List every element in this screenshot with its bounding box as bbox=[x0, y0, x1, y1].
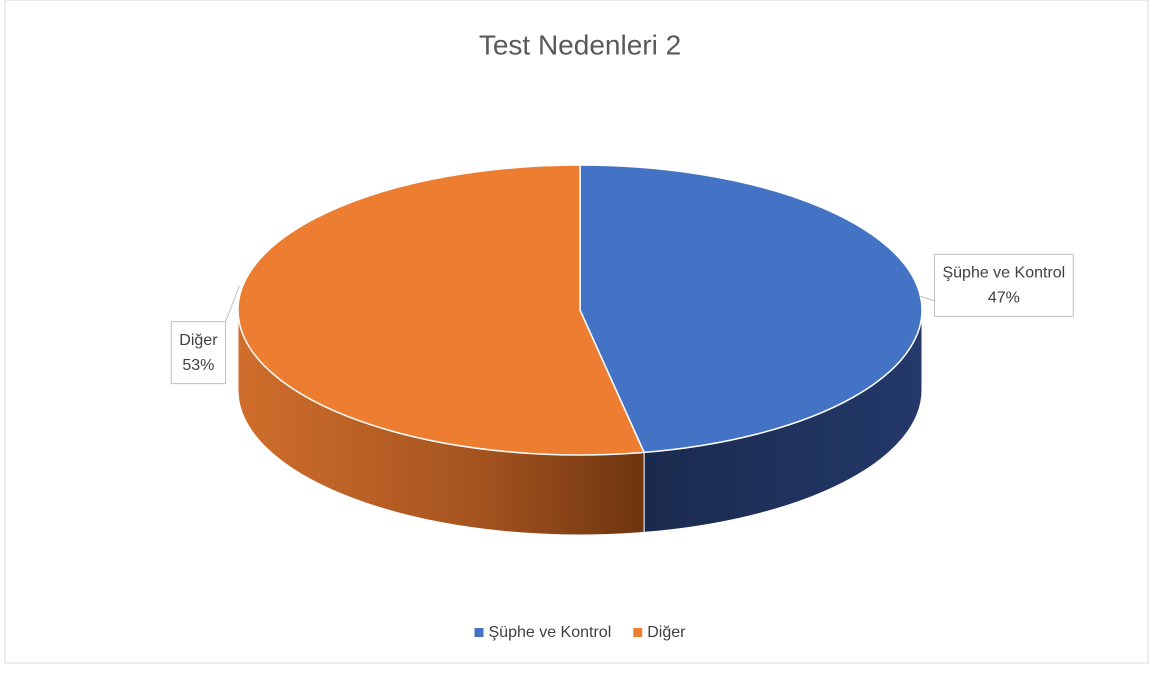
data-label: Şüphe ve Kontrol 47% bbox=[920, 253, 1074, 317]
data-label-box bbox=[933, 253, 1074, 317]
slice bbox=[237, 164, 646, 456]
leader-line bbox=[225, 285, 240, 322]
legend-label: Şüphe ve Kontrol bbox=[489, 624, 612, 641]
legend-swatch bbox=[633, 628, 643, 637]
legend-swatch bbox=[474, 628, 484, 637]
data-label-value: 53% bbox=[182, 357, 214, 374]
leader-line bbox=[920, 295, 935, 302]
legend-label: Diğer bbox=[647, 624, 686, 641]
data-label-category: Şüphe ve Kontrol bbox=[942, 265, 1065, 282]
chart-title: Test Nedenleri 2 bbox=[479, 29, 681, 60]
data-label-category: Diğer bbox=[179, 332, 218, 349]
data-label-value: 47% bbox=[988, 290, 1020, 307]
data-label-box bbox=[170, 321, 227, 385]
data-label: Diğer 53% bbox=[170, 285, 240, 385]
